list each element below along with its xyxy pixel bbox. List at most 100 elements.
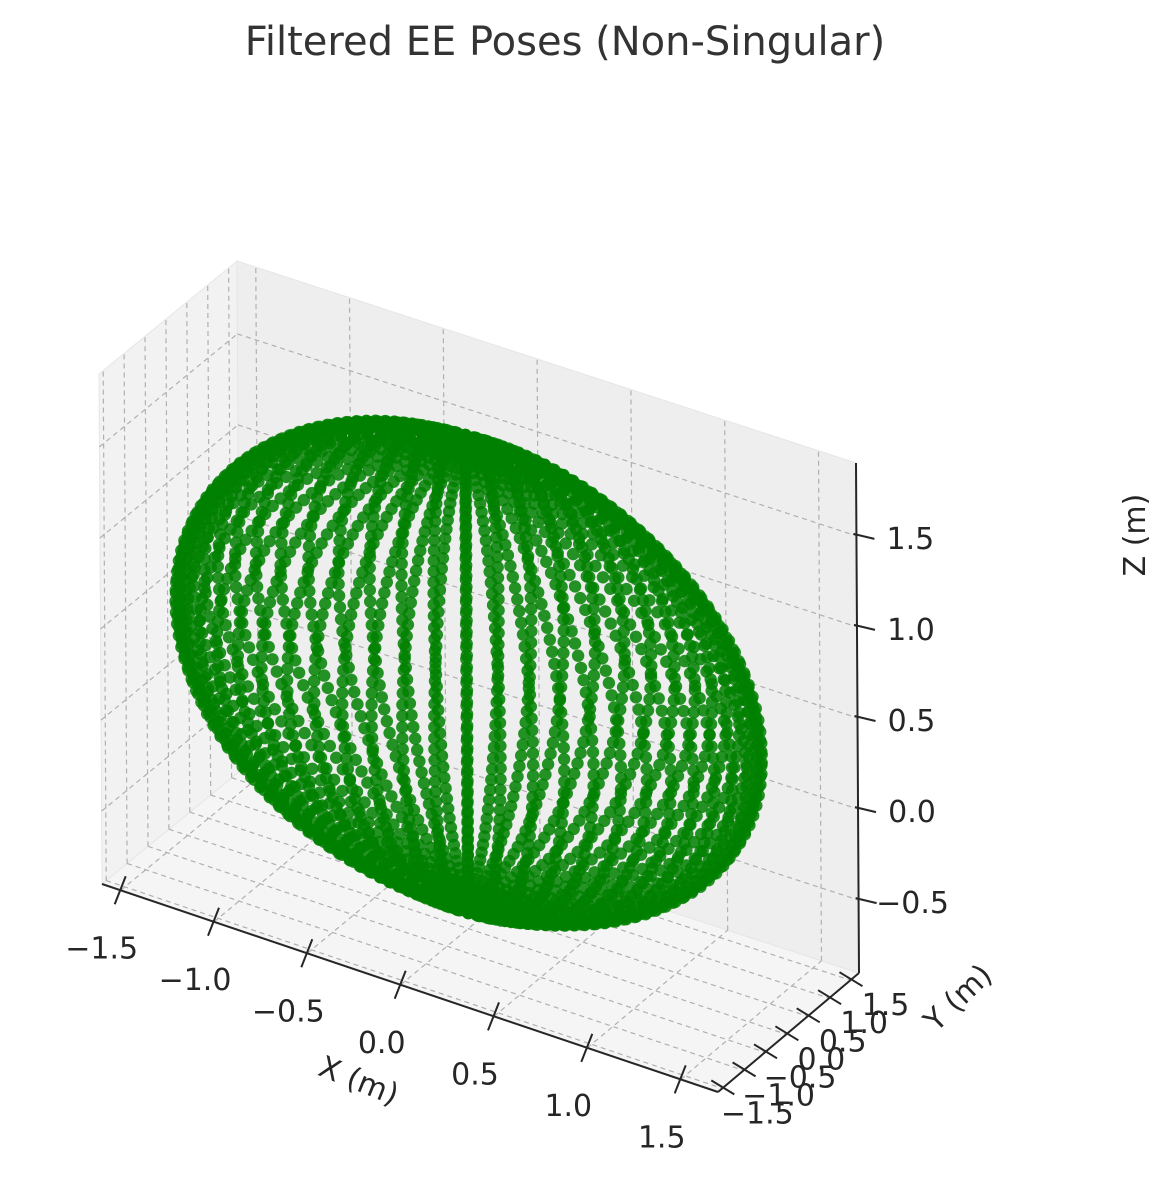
data-point [460,569,473,583]
y-tick-mark [710,1079,735,1096]
data-point [372,619,385,632]
data-point [541,621,554,634]
data-point [680,628,694,641]
data-point [685,807,698,821]
data-point [275,537,288,550]
data-point [613,804,626,817]
data-point [553,694,566,707]
data-point [723,805,737,818]
data-point [414,544,427,557]
data-point [694,653,707,666]
data-point [409,564,423,577]
data-point [365,698,378,711]
data-point [297,493,310,507]
data-point [482,793,496,806]
data-point [351,458,364,471]
data-point [459,501,473,515]
data-point [655,704,669,717]
data-point [540,555,553,568]
data-point [348,792,361,805]
data-point [341,537,355,550]
data-point [552,682,565,695]
data-point [604,582,617,595]
data-point [440,523,453,536]
data-point [546,498,559,511]
data-point [375,597,389,610]
data-point [238,594,251,608]
data-point [294,586,307,599]
data-point [252,475,265,488]
data-point [240,748,254,761]
data-point [626,570,639,584]
x-tick-label: −1.5 [65,931,138,966]
data-point [566,517,579,530]
data-point [340,752,353,765]
data-point [298,770,312,784]
data-point [652,692,665,705]
data-point [688,679,702,692]
data-point [583,615,597,629]
data-point [686,797,699,810]
data-point [428,524,441,537]
data-point [281,651,295,665]
data-point [656,592,669,605]
data-point [364,607,378,620]
data-point [528,574,542,588]
data-point [557,557,570,570]
data-point [640,774,654,787]
data-point [461,753,474,766]
data-point [248,563,261,577]
x-tick-label: −0.5 [252,994,325,1029]
data-point [586,746,600,759]
data-point [320,771,333,785]
data-point [677,704,690,718]
data-point [460,614,473,627]
data-point [403,607,416,620]
data-point [237,506,251,519]
gridline-x-floor [120,776,260,891]
data-point [656,836,669,850]
data-point [300,459,313,473]
data-point [587,790,600,803]
data-point [587,779,600,793]
data-point [242,641,256,654]
data-point [363,546,376,559]
data-point [402,813,416,826]
data-point [521,552,534,566]
data-point [336,686,349,700]
data-point [261,483,275,496]
data-point [505,512,518,525]
data-point [183,648,197,661]
data-point [206,504,219,517]
data-point [290,465,303,478]
data-point [556,718,569,731]
data-point [561,613,575,626]
data-point [396,698,409,711]
data-point [557,646,570,660]
data-point [481,544,494,557]
data-point [651,606,664,619]
data-point [231,649,244,662]
data-point [194,648,208,661]
data-point [210,626,224,639]
data-point [603,560,616,573]
data-point [461,730,474,744]
data-point [386,555,399,568]
data-point [627,757,641,771]
data-point [509,521,523,535]
data-point [365,720,378,734]
data-point [367,653,381,666]
data-point [409,732,422,745]
data-point [721,726,734,739]
data-point [728,669,741,682]
data-point [592,640,605,653]
data-point [386,738,399,751]
data-point [274,565,287,578]
data-point [635,715,648,728]
data-point [309,816,322,829]
data-point [583,710,596,723]
data-point [620,582,633,596]
data-point [259,617,272,630]
data-point [526,724,539,737]
